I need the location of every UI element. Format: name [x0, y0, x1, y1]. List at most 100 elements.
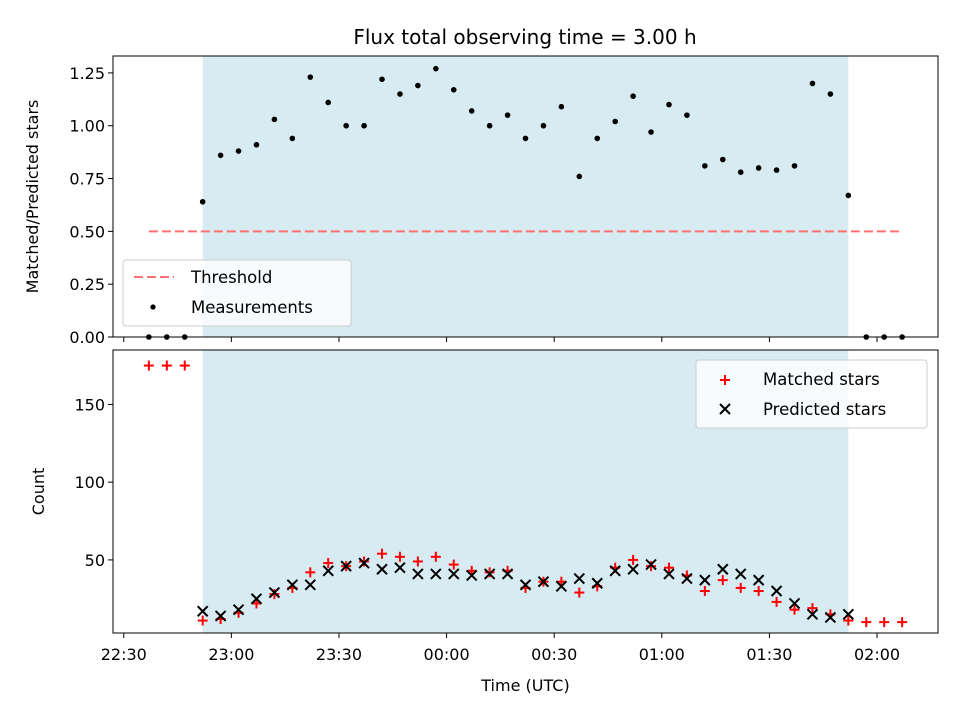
x-axis-label: Time (UTC) — [480, 676, 569, 695]
measurement-point — [361, 122, 367, 129]
legend-predicted-swatch — [719, 403, 731, 415]
measurement-point — [415, 82, 421, 89]
predicted-star-point — [537, 575, 550, 588]
measurement-point — [522, 135, 529, 142]
count-panel: 50 100 150 22:30 23:00 23:30 00:00 00:30 01:00 0… — [29, 349, 939, 695]
measurement-point — [379, 76, 385, 83]
count-legend-box — [695, 359, 928, 429]
ratio-panel-frame — [112, 55, 939, 338]
predicted-star-point — [591, 577, 603, 589]
measurement-point — [773, 167, 780, 173]
measurement-point — [827, 91, 834, 97]
matched-star-point — [394, 551, 405, 562]
measurement-point — [630, 93, 636, 99]
predicted-star-point — [717, 563, 729, 575]
matched-star-point — [646, 561, 657, 572]
matched-star-point — [430, 551, 441, 562]
measurement-point — [289, 135, 296, 142]
measurement-point — [684, 112, 690, 118]
y-tick-label: 50 — [85, 551, 105, 570]
predicted-star-point — [430, 568, 442, 580]
predicted-stars-points — [196, 557, 855, 624]
y-tick-label: 0.75 — [69, 170, 105, 189]
predicted-star-point — [788, 597, 801, 610]
matched-star-point — [574, 587, 585, 598]
predicted-star-point — [501, 568, 514, 580]
measurement-point — [594, 135, 601, 142]
measurement-point — [648, 129, 654, 135]
measurement-point — [576, 173, 583, 180]
matched-star-point — [879, 617, 890, 628]
measurement-point — [325, 99, 332, 106]
x-tick-label: 23:30 — [316, 645, 362, 664]
matched-star-point — [377, 548, 388, 559]
predicted-star-point — [394, 561, 406, 574]
x-tick-label: 23:00 — [208, 645, 254, 664]
matched-star-point — [161, 360, 172, 371]
x-tick-label: 00:00 — [424, 645, 470, 664]
x-tick-label: 22:30 — [101, 645, 147, 664]
predicted-star-point — [699, 574, 711, 586]
legend-predicted-label: Predicted stars — [763, 400, 886, 419]
ratio-legend-box — [122, 259, 352, 327]
measurement-point — [450, 87, 457, 93]
matched-star-point — [448, 559, 459, 570]
matched-star-point — [807, 603, 818, 614]
predicted-star-point — [412, 568, 424, 580]
predicted-star-point — [304, 579, 316, 591]
measurement-point — [433, 65, 439, 72]
measurement-point — [737, 169, 744, 176]
y-tick-label: 1.25 — [69, 64, 105, 83]
predicted-star-point — [340, 560, 352, 572]
predicted-star-point — [196, 605, 209, 617]
predicted-star-point — [232, 603, 245, 616]
predicted-star-point — [573, 572, 586, 585]
matched-star-point — [897, 617, 908, 628]
measurement-point — [612, 118, 618, 125]
predicted-star-point — [663, 568, 675, 580]
matched-star-point — [717, 575, 728, 586]
legend-matched-label: Matched stars — [763, 370, 880, 389]
predicted-star-point — [555, 580, 568, 593]
predicted-star-point — [465, 569, 478, 582]
matched-star-point — [179, 360, 190, 371]
matched-star-point — [197, 615, 208, 626]
count-y-ticks: 50 100 150 — [74, 395, 113, 570]
matched-star-point — [663, 562, 674, 573]
matched-star-point — [753, 586, 764, 597]
matched-star-point — [843, 615, 854, 626]
predicted-star-point — [250, 593, 263, 605]
predicted-star-point — [519, 579, 532, 591]
ratio-x-ticks — [123, 337, 878, 342]
legend-matched-swatch — [720, 375, 730, 385]
predicted-star-point — [448, 568, 460, 580]
matched-star-point — [323, 558, 334, 569]
measurement-point — [307, 74, 314, 80]
y-tick-label: 0.00 — [69, 328, 105, 347]
measurement-point — [199, 198, 206, 205]
measurement-point — [217, 152, 224, 159]
measurement-point — [719, 156, 726, 163]
predicted-star-point — [735, 568, 747, 580]
chart-title: Flux total observing time = 3.00 h — [353, 25, 696, 49]
y-tick-label: 150 — [74, 395, 105, 414]
legend-matched-marker — [720, 375, 730, 385]
matched-star-point — [269, 589, 280, 600]
predicted-star-point — [645, 558, 657, 571]
matched-star-point — [628, 554, 639, 565]
measurement-point — [468, 108, 475, 114]
matched-star-point — [484, 567, 495, 578]
matched-star-point — [771, 596, 782, 607]
predicted-star-point — [609, 565, 621, 577]
legend-measurements-label: Measurements — [191, 298, 313, 317]
measurement-point — [504, 112, 511, 118]
matched-star-point — [861, 617, 872, 628]
ratio-panel: 0.00 0.25 0.50 0.75 1.00 1.25 Matched/Predict… — [23, 55, 939, 347]
y-tick-label: 100 — [74, 473, 105, 492]
predicted-star-point — [770, 585, 783, 597]
matched-star-point — [789, 604, 800, 615]
predicted-star-point — [286, 579, 299, 591]
predicted-star-point — [627, 563, 639, 575]
x-tick-label: 00:30 — [531, 645, 577, 664]
